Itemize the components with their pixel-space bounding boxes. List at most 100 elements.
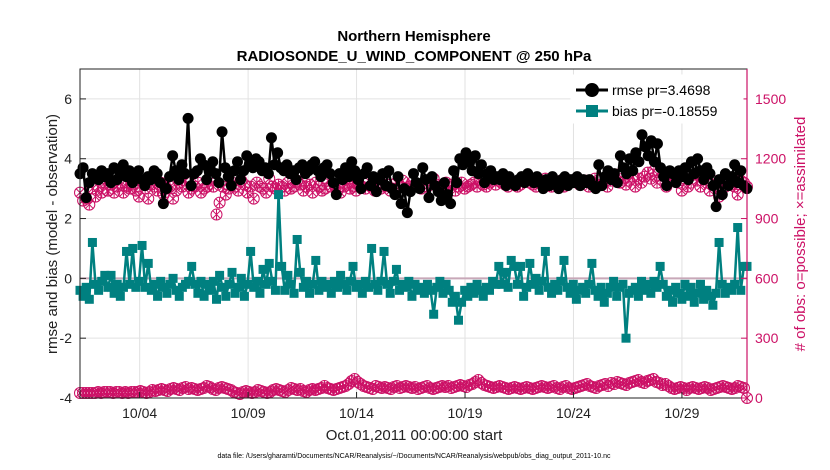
rmse-point [219, 162, 231, 174]
obs-possible-point [675, 184, 688, 197]
bias-point [699, 294, 709, 304]
bias-point [671, 282, 681, 292]
bias-point [159, 282, 169, 292]
bias-point [292, 234, 302, 244]
bias-point [677, 294, 687, 304]
rmse-series [74, 112, 753, 219]
obs-possible-point [142, 192, 155, 205]
y-right-tick-label: 0 [755, 390, 763, 406]
y-axis-right-label: # of obs: o=possible; ×=assimilated [792, 117, 809, 352]
rmse-point [133, 165, 145, 177]
bias-point [578, 282, 588, 292]
bias-point [221, 291, 231, 301]
bias-point [568, 279, 578, 289]
bias-point [122, 246, 132, 256]
x-tick-label: 10/19 [447, 405, 482, 421]
y-axis-left: 6 4 2 0 -2 -4 [60, 91, 86, 406]
bias-point [444, 285, 454, 295]
bias-point [314, 285, 324, 295]
rmse-point [225, 180, 237, 192]
bias-point [612, 291, 622, 301]
rmse-point [408, 168, 419, 180]
bias-point [370, 279, 380, 289]
bias-point [143, 258, 153, 268]
x-axis: 10/04 10/09 10/14 10/19 10/24 10/29 [122, 392, 700, 421]
rmse-point [207, 156, 219, 168]
rmse-point [309, 156, 321, 168]
bias-point [472, 279, 482, 289]
x-tick-label: 10/29 [664, 405, 699, 421]
bias-point [295, 267, 305, 277]
bias-point [357, 288, 367, 298]
bias-point [255, 288, 265, 298]
bias-point [146, 285, 156, 295]
bias-point [317, 276, 327, 286]
bias-point [503, 282, 513, 292]
bias-point [550, 279, 560, 289]
bias-point [261, 279, 271, 289]
bias-point [714, 237, 724, 247]
bias-point [491, 279, 501, 289]
bias-point [348, 261, 358, 271]
rmse-point [469, 150, 481, 162]
legend-bias-label: bias pr=-0.18559 [612, 103, 718, 119]
obs-possible-point [210, 208, 223, 221]
bias-point [658, 279, 668, 289]
bias-point [512, 279, 522, 289]
obs-possible-point [213, 196, 226, 209]
bias-point [270, 285, 280, 295]
bias-point [332, 282, 342, 292]
bias-point [630, 282, 640, 292]
y-tick-label: -4 [60, 390, 73, 406]
bias-point [391, 264, 401, 274]
bias-point [547, 288, 557, 298]
rmse-point [395, 198, 407, 210]
rmse-point [321, 159, 333, 171]
bias-point [249, 282, 259, 292]
bias-point [236, 273, 246, 283]
rmse-point [346, 156, 358, 168]
bias-point [531, 273, 541, 283]
bias-point [280, 285, 290, 295]
bias-point [584, 279, 594, 289]
bias-point [571, 294, 581, 304]
rmse-point [441, 189, 453, 201]
bias-point [674, 288, 684, 298]
x-tick-label: 10/04 [122, 405, 157, 421]
bias-point [367, 243, 377, 253]
bias-point [376, 276, 386, 286]
y-axis-left-label: rmse and bias (model - observation) [44, 114, 61, 354]
bias-point [429, 309, 439, 319]
rmse-point [655, 162, 667, 174]
rmse-point [692, 153, 704, 165]
rmse-point [614, 150, 626, 162]
rmse-point [370, 186, 382, 198]
bias-point [336, 270, 346, 280]
rmse-point [210, 168, 222, 180]
rmse-point [608, 168, 620, 180]
y-tick-label: 0 [64, 270, 72, 286]
rmse-point [423, 192, 435, 204]
bias-point [540, 246, 550, 256]
bias-point [655, 261, 665, 271]
bias-point [171, 285, 181, 295]
bias-point [224, 279, 234, 289]
y-tick-label: 6 [64, 91, 72, 107]
y-tick-label: -2 [60, 330, 73, 346]
legend-rmse-label: rmse pr=3.4698 [612, 82, 711, 98]
rmse-point [327, 177, 339, 189]
rmse-point [472, 168, 484, 180]
bias-point [553, 285, 563, 295]
bias-point [81, 282, 91, 292]
bias-point [339, 279, 349, 289]
rmse-point [315, 171, 327, 183]
bias-point [212, 294, 222, 304]
rmse-point [182, 112, 194, 124]
bias-point [326, 288, 336, 298]
bias-point [205, 285, 215, 295]
bias-point [587, 258, 597, 268]
rmse-point [80, 192, 92, 204]
bias-point [115, 291, 125, 301]
bias-point [131, 282, 141, 292]
